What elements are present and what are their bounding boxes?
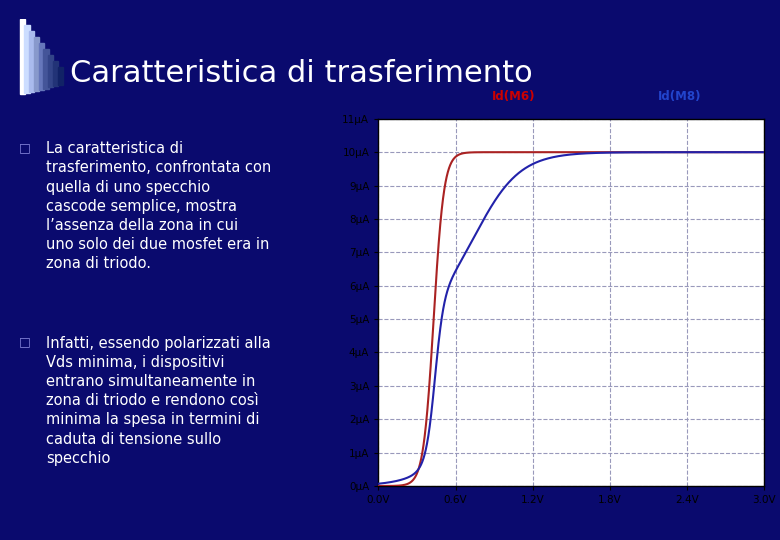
Bar (34, 37, 39, 91)
Bar (24, 25, 30, 93)
Bar (44, 49, 48, 89)
Text: Infatti, essendo polarizzati alla
Vds minima, i dispositivi
entrano simultaneame: Infatti, essendo polarizzati alla Vds mi… (47, 336, 271, 466)
Bar (20, 19, 25, 94)
Bar (53, 61, 58, 86)
Text: Caratteristica di trasferimento: Caratteristica di trasferimento (70, 59, 533, 89)
Text: Id(M6): Id(M6) (491, 90, 535, 104)
Text: □: □ (19, 336, 30, 349)
Text: □: □ (19, 141, 30, 154)
Text: Id(M8): Id(M8) (658, 90, 701, 104)
Bar (58, 67, 63, 85)
Bar (38, 43, 44, 90)
Bar (29, 31, 34, 92)
Text: La caratteristica di
trasferimento, confrontata con
quella di uno specchio
casco: La caratteristica di trasferimento, conf… (47, 141, 271, 272)
Bar (48, 55, 53, 87)
